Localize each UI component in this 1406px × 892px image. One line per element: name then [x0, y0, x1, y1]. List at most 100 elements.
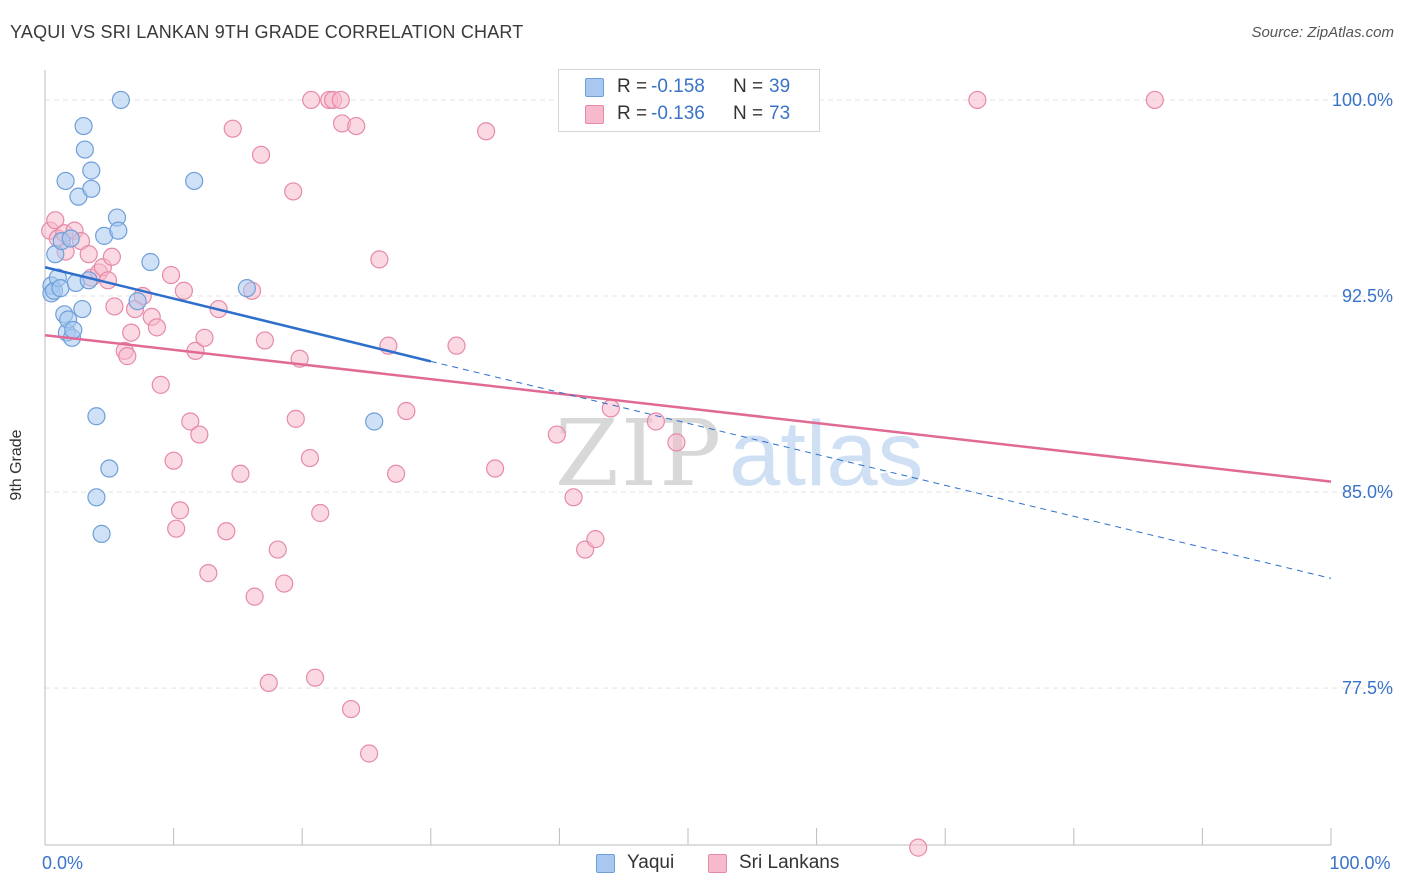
- sri-lankans-point: [347, 116, 366, 136]
- tick-labels: 100.0% 92.5% 85.0% 77.5% 0.0% 100.0%: [42, 90, 1393, 873]
- trend-lines: [44, 266, 1332, 579]
- y-tick-label: 92.5%: [1342, 286, 1393, 306]
- sri-lankans-point: [302, 90, 321, 110]
- y-tick-label: 100.0%: [1332, 90, 1393, 110]
- sri-lankans-point: [968, 90, 987, 110]
- sri-lankans-point: [268, 540, 287, 559]
- sri-lankans-point: [275, 574, 294, 593]
- y-axis-label: 9th Grade: [8, 429, 25, 501]
- source-label: Source: ZipAtlas.com: [1251, 24, 1394, 41]
- zipatlas-watermark: ZIPatlas: [555, 400, 924, 507]
- yaqui-swatch: [596, 853, 615, 873]
- yaqui-point: [56, 171, 75, 191]
- sri-lankans-point: [199, 564, 218, 583]
- sri-lankans-point: [223, 119, 242, 138]
- yaqui-point: [73, 299, 92, 319]
- yaqui-point: [237, 279, 257, 298]
- yaqui-point: [92, 524, 111, 543]
- sri-lankans-point: [586, 530, 605, 549]
- sri-lankans-point: [255, 331, 275, 350]
- sri-lankans-point: [118, 347, 137, 366]
- sri-lankans-point: [245, 587, 264, 606]
- sri-lankans-point: [386, 464, 406, 483]
- sri-lankans-point: [46, 211, 65, 230]
- sri-lankans-point: [341, 699, 361, 719]
- sri-lankans-point: [151, 375, 170, 394]
- axes: [44, 70, 1332, 846]
- x-tick-label: 100.0%: [1329, 853, 1390, 873]
- sri-lankans-point: [181, 412, 200, 431]
- yaqui-point: [51, 279, 70, 298]
- yaqui-point: [365, 412, 384, 431]
- yaqui-point: [74, 116, 93, 136]
- yaqui-point: [100, 459, 119, 478]
- legend-label-yaqui: Yaqui: [627, 852, 675, 873]
- yaqui-point: [61, 229, 80, 248]
- sri-lankans-point: [102, 247, 121, 266]
- sri-lankans-point: [161, 265, 181, 285]
- sri-lankans-point: [564, 488, 583, 507]
- sri-lankans-point: [286, 409, 305, 428]
- sri-lankans-trend-line: [44, 333, 1332, 483]
- sri-lankans-point: [331, 90, 350, 110]
- yaqui-swatch: [585, 77, 604, 97]
- yaqui-point: [109, 221, 128, 240]
- sri-lankans-point: [105, 297, 124, 316]
- watermark-atlas: atlas: [729, 403, 924, 505]
- n-value-sri-lankans: 73: [769, 103, 791, 124]
- sri-lankans-swatch: [708, 853, 727, 873]
- sri-lankans-point: [259, 673, 278, 693]
- sri-lankans-point: [251, 145, 271, 164]
- sri-lankans-point: [195, 328, 214, 347]
- y-tick-label: 77.5%: [1342, 678, 1393, 698]
- sri-lankans-point: [305, 668, 325, 687]
- sri-lankans-point: [370, 250, 389, 269]
- chart-title: YAQUI VS SRI LANKAN 9TH GRADE CORRELATIO…: [10, 22, 524, 42]
- sri-lankans-point: [476, 122, 496, 141]
- watermark-zip: ZIP: [555, 400, 724, 507]
- yaqui-trend-extension: [430, 360, 1332, 579]
- n-label: N =: [733, 76, 764, 97]
- sri-lankans-point: [909, 838, 928, 857]
- legend-label-sri-lankans: Sri Lankans: [739, 852, 840, 873]
- yaqui-points: [42, 90, 384, 543]
- yaqui-point: [185, 171, 204, 191]
- sri-lankans-point: [190, 425, 209, 444]
- sri-lankans-point: [397, 401, 416, 421]
- sri-lankans-point: [359, 744, 379, 763]
- r-value-yaqui: -0.158: [651, 76, 705, 97]
- legend-item-yaqui[interactable]: Yaqui: [596, 852, 674, 874]
- yaqui-point: [128, 292, 147, 311]
- yaqui-point: [111, 90, 130, 110]
- sri-lankans-point: [167, 519, 186, 538]
- sri-lankans-point: [147, 318, 166, 337]
- sri-lankans-point: [547, 425, 566, 444]
- r-label: R =: [617, 76, 648, 97]
- n-label: N =: [733, 103, 764, 124]
- yaqui-point: [141, 252, 160, 272]
- yaqui-point: [64, 320, 83, 340]
- sri-lankans-point: [284, 182, 303, 201]
- sri-lankans-point: [667, 433, 686, 452]
- sri-lankans-point: [217, 522, 236, 541]
- sri-lankans-point: [311, 503, 330, 523]
- yaqui-trend-line: [44, 266, 432, 363]
- sri-lankans-points: [41, 90, 1164, 857]
- sri-lankans-point: [486, 459, 505, 478]
- legend-item-sri-lankans[interactable]: Sri Lankans: [708, 852, 839, 874]
- sri-lankans-point: [174, 281, 193, 300]
- sri-lankans-point: [164, 451, 183, 470]
- r-value-sri-lankans: -0.136: [651, 103, 705, 124]
- sri-lankans-point: [170, 501, 190, 520]
- x-tick-label: 0.0%: [42, 853, 83, 873]
- yaqui-point: [87, 488, 106, 507]
- stats-legend: R = -0.158 N = 39 R = -0.136 N = 73: [558, 69, 820, 132]
- sri-lankans-point: [231, 464, 250, 483]
- sri-lankans-swatch: [585, 104, 604, 124]
- sri-lankans-point: [646, 412, 665, 431]
- yaqui-point: [82, 161, 101, 180]
- y-tick-label: 85.0%: [1342, 482, 1393, 502]
- sri-lankans-point: [601, 399, 620, 418]
- sri-lankans-point: [447, 336, 466, 355]
